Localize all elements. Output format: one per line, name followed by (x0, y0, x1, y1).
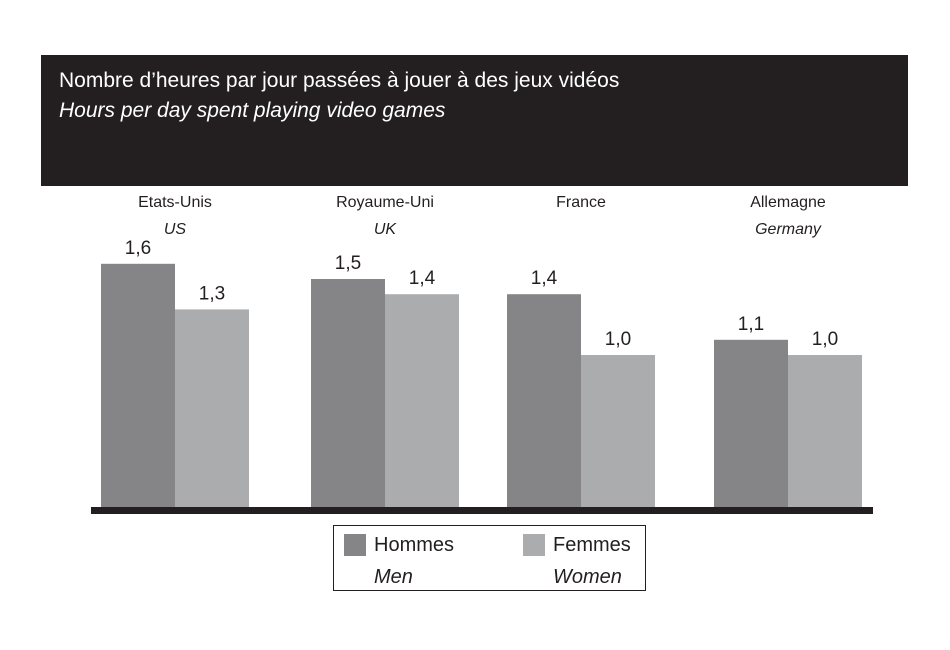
value-label-etats-unis-women: 1,3 (199, 283, 225, 304)
legend-swatch-women (523, 534, 545, 556)
legend-swatch-men (344, 534, 366, 556)
bar-allemagne-men (714, 339, 788, 507)
value-label-france-women: 1,0 (605, 329, 631, 350)
bar-etats-unis-women (175, 309, 249, 507)
category-sublabel-royaume-uni: UK (374, 221, 398, 238)
value-label-allemagne-men: 1,1 (738, 314, 764, 335)
category-sublabel-etats-unis: US (164, 221, 187, 238)
x-axis-baseline (91, 507, 873, 514)
legend-label-men-french: Hommes (374, 534, 455, 556)
bar-allemagne-women (788, 355, 862, 507)
bar-france-women (581, 355, 655, 507)
category-sublabel-allemagne: Germany (755, 221, 822, 238)
bar-royaume-uni-women (385, 294, 459, 507)
legend-label-women-english: Women (553, 566, 622, 588)
value-label-royaume-uni-men: 1,5 (335, 253, 361, 274)
value-label-etats-unis-men: 1,6 (125, 238, 151, 259)
category-label-royaume-uni: Royaume-Uni (336, 194, 434, 211)
bar-france-men (507, 294, 581, 507)
value-label-france-men: 1,4 (531, 268, 558, 289)
legend-label-men-english: Men (374, 566, 413, 588)
chart-title-french: Nombre d’heures par jour passées à jouer… (59, 69, 620, 92)
legend: Hommes Men Femmes Women (333, 525, 646, 591)
bar-royaume-uni-men (311, 279, 385, 507)
category-label-etats-unis: Etats-Unis (138, 194, 212, 211)
chart-title-english: Hours per day spent playing video games (59, 99, 446, 122)
category-label-allemagne: Allemagne (750, 194, 826, 211)
title-band: Nombre d’heures par jour passées à jouer… (41, 55, 908, 186)
legend-label-women-french: Femmes (553, 534, 631, 556)
value-label-royaume-uni-women: 1,4 (409, 268, 436, 289)
value-label-allemagne-women: 1,0 (812, 329, 838, 350)
bar-etats-unis-men (101, 263, 175, 507)
category-label-france: France (556, 194, 606, 211)
